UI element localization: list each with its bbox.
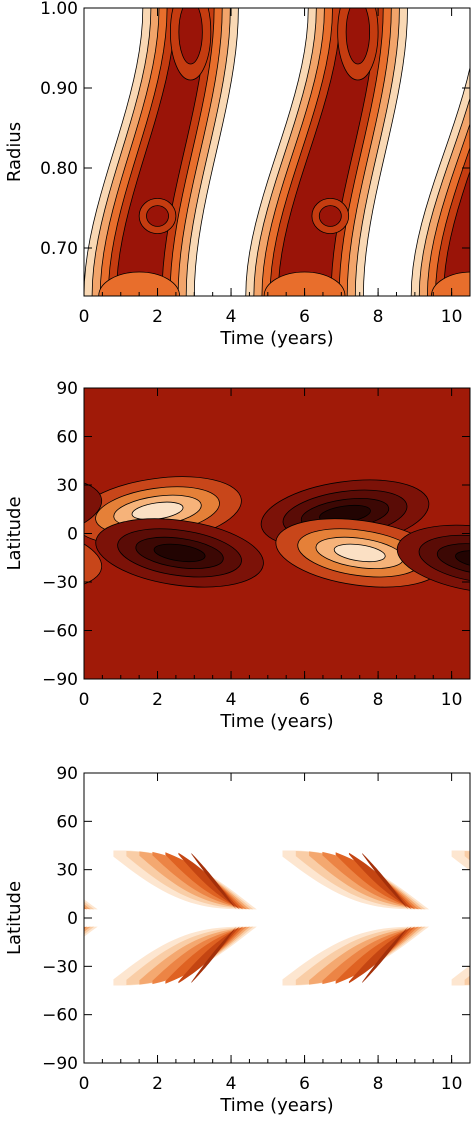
- plot-frame: [83, 772, 471, 1064]
- contour-core: [0, 272, 20, 320]
- y-tick-label: 90: [56, 764, 78, 784]
- wing-pair: [113, 850, 279, 986]
- contour-level: [84, 521, 103, 591]
- y-axis-label: Latitude: [4, 496, 25, 570]
- x-tick-label: 0: [79, 690, 90, 710]
- x-tick-label: 8: [373, 1074, 384, 1094]
- contour-core: [318, 205, 342, 227]
- x-tick-label: 6: [299, 307, 310, 327]
- contour-core: [178, 8, 203, 65]
- y-tick-label: 0: [67, 525, 78, 545]
- contour-level: [153, 543, 206, 563]
- contour-level: [436, 543, 470, 576]
- plot-area: [84, 388, 470, 679]
- wing-contour: [178, 918, 250, 984]
- cycle-band: [245, 8, 408, 296]
- x-tick-label: 0: [79, 1074, 90, 1094]
- x-tick-label: 2: [152, 307, 163, 327]
- x-tick-label: 6: [299, 1074, 310, 1094]
- contour-core: [17, 0, 41, 64]
- contour-level: [455, 550, 470, 569]
- wing-pair: [451, 850, 470, 986]
- y-tick-label: 30: [56, 861, 78, 881]
- field-lobe: [84, 521, 103, 591]
- y-tick-label: −60: [42, 622, 78, 642]
- y-tick-label: 0: [67, 909, 78, 929]
- wing-contour: [348, 918, 422, 984]
- panel-1: 0 2 4 6 8 10 0.70 0.80 0.90 1.00 Time (years) Radiu…: [0, 0, 471, 349]
- contour-core: [98, 271, 180, 296]
- wing-contour: [191, 853, 244, 918]
- wing-contour: [451, 850, 470, 871]
- plot-frame: [83, 7, 471, 297]
- y-tick-label: 60: [56, 428, 78, 448]
- contour-level: [333, 543, 386, 563]
- wing-pair: [84, 899, 121, 937]
- y-tick-label: −30: [42, 573, 78, 593]
- y-tick-label: 0.80: [40, 159, 78, 179]
- contour-core: [431, 271, 470, 296]
- field-lobe: [396, 524, 470, 594]
- contour-band: [443, 170, 470, 296]
- x-tick-label: 10: [441, 690, 463, 710]
- x-tick-label: 10: [441, 1074, 463, 1094]
- plot-area: [84, 850, 470, 986]
- contour-core: [345, 8, 371, 65]
- y-tick-label: 60: [56, 812, 78, 832]
- contour-core: [263, 271, 346, 296]
- panel-2: 0 2 4 6 8 10 −90 −60 −30 0 30 60 90 Time (years) Latit…: [4, 379, 471, 732]
- wing-contour: [84, 912, 90, 918]
- panel-3: 0 2 4 6 8 10 −90 −60 −30 0 30 60 90 Time (years) Latit…: [4, 764, 471, 1116]
- y-tick-label: 30: [56, 476, 78, 496]
- y-axis-label: Latitude: [4, 881, 25, 955]
- wing-contour: [191, 918, 244, 983]
- wing-contour: [464, 975, 470, 986]
- x-axis-label: Time (years): [219, 1095, 333, 1116]
- wing-contour: [348, 852, 422, 918]
- x-tick-label: 8: [373, 690, 384, 710]
- contour-level: [84, 476, 103, 546]
- wing-contour: [464, 850, 470, 861]
- y-tick-label: −30: [42, 957, 78, 977]
- x-tick-label: 2: [152, 690, 163, 710]
- x-tick-label: 10: [441, 307, 463, 327]
- cycle-band: [410, 65, 470, 296]
- x-tick-label: 2: [152, 1074, 163, 1094]
- x-tick-label: 8: [373, 307, 384, 327]
- x-tick-label: 4: [226, 307, 237, 327]
- field-lobe: [95, 518, 264, 588]
- y-tick-label: 1.00: [40, 0, 78, 19]
- wing-contour: [362, 853, 416, 918]
- x-tick-label: 4: [226, 1074, 237, 1094]
- wing-contour: [451, 965, 470, 986]
- y-tick-label: 90: [56, 379, 78, 399]
- y-tick-label: −90: [42, 1054, 78, 1074]
- y-axis-label: Radius: [4, 122, 25, 182]
- wing-contour: [178, 852, 250, 918]
- x-axis-label: Time (years): [219, 328, 333, 349]
- x-tick-label: 6: [299, 690, 310, 710]
- contour-core: [146, 205, 169, 227]
- field-lobe: [84, 476, 103, 546]
- y-tick-label: 0.70: [40, 239, 78, 259]
- plot-area: [0, 0, 470, 320]
- y-tick-label: −90: [42, 670, 78, 690]
- x-tick-label: 4: [226, 690, 237, 710]
- cycle-band: [84, 8, 239, 296]
- x-axis-label: Time (years): [219, 711, 333, 732]
- x-tick-label: 0: [79, 307, 90, 327]
- wing-contour: [362, 918, 416, 983]
- y-tick-label: −60: [42, 1006, 78, 1026]
- wing-pair: [282, 850, 452, 986]
- y-tick-label: 0.90: [40, 79, 78, 99]
